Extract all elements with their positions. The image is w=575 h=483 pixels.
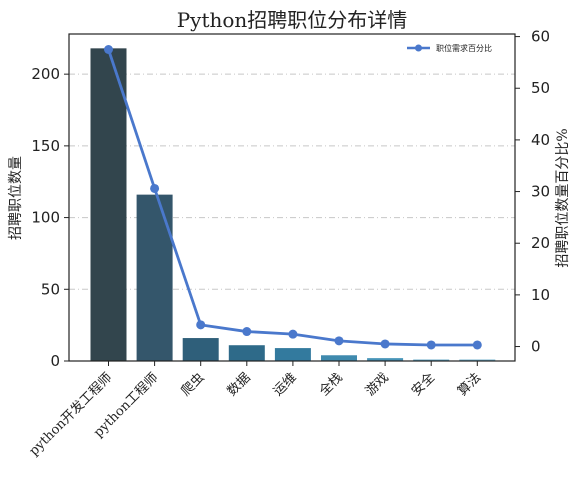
y-tick-label: 0 [50, 352, 60, 370]
y-axis-label: 招聘职位数量 [8, 156, 24, 240]
y-tick-label: 100 [31, 209, 60, 227]
line-series [104, 44, 482, 350]
y-tick-label: 200 [31, 65, 60, 83]
y2-tick-label: 0 [531, 338, 541, 356]
x-tick-label: 算法 [455, 370, 484, 399]
y2-tick-label: 60 [531, 28, 550, 46]
legend-label: 职位需求百分比 [436, 43, 492, 53]
bar [90, 48, 127, 362]
x-tick-label: 运维 [271, 370, 300, 399]
bar [413, 359, 450, 361]
bar [228, 345, 265, 361]
y2-tick-label: 40 [531, 131, 550, 149]
legend-point-marker [415, 44, 422, 52]
y2-tick-label: 50 [531, 79, 550, 97]
y2-tick-label: 20 [531, 234, 550, 252]
bar [459, 359, 496, 361]
x-tick-label: 全栈 [316, 370, 346, 400]
y-tick-label: 50 [41, 280, 60, 298]
y2-tick-label: 10 [531, 286, 550, 304]
line-point [380, 339, 390, 349]
line-point [104, 44, 113, 54]
y2-axis: 0 10 20 30 40 50 60 [515, 28, 550, 356]
bar [182, 338, 219, 361]
line-point [288, 329, 298, 339]
grid [69, 73, 515, 290]
x-tick-label: 爬虫 [179, 370, 208, 399]
line-point [150, 183, 160, 193]
line-point [196, 320, 206, 330]
x-tick-label: 游戏 [363, 370, 392, 399]
bar [321, 355, 357, 361]
line-point [242, 327, 252, 337]
x-tick-label: python开发工程师 [26, 370, 115, 459]
y2-tick-label: 30 [531, 183, 550, 201]
x-tick-label: 安全 [408, 370, 438, 400]
bar-series [90, 48, 496, 362]
line-point [426, 340, 436, 350]
bar [367, 358, 404, 361]
bar [274, 348, 311, 361]
line-point [334, 336, 344, 346]
bar [136, 194, 173, 361]
y-tick-label: 150 [31, 137, 60, 155]
line-point [472, 340, 482, 350]
y-axis: 0 50 100 150 200 [31, 65, 69, 370]
legend: 职位需求百分比 [407, 43, 492, 53]
plot-frame [68, 33, 516, 362]
y2-axis-label: 招聘职位数量百分比% [555, 128, 571, 267]
chart-title: Python招聘职位分布详情 [177, 8, 408, 32]
x-tick-label: 数据 [225, 370, 254, 399]
